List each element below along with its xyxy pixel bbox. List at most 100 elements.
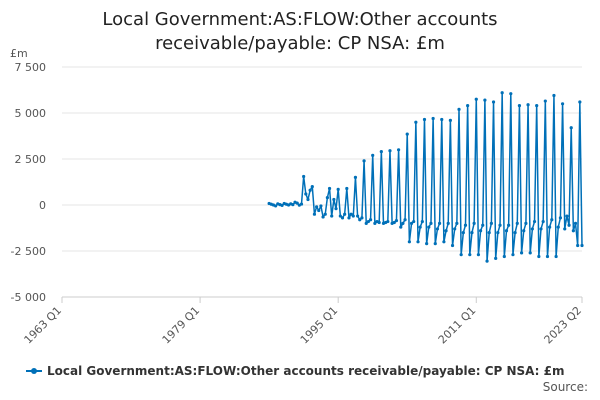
data-point[interactable] (537, 254, 541, 259)
data-point[interactable] (371, 153, 375, 157)
data-point[interactable] (500, 91, 504, 95)
data-point[interactable] (302, 174, 306, 179)
data-point[interactable] (319, 204, 323, 208)
data-point[interactable] (448, 118, 452, 122)
data-point[interactable] (304, 192, 308, 196)
data-point[interactable] (358, 218, 362, 222)
data-point[interactable] (504, 229, 509, 233)
data-point[interactable] (532, 219, 537, 224)
data-point[interactable] (334, 207, 338, 211)
data-point[interactable] (433, 242, 437, 246)
data-point[interactable] (450, 243, 455, 248)
data-point[interactable] (466, 104, 470, 108)
data-point[interactable] (468, 253, 472, 257)
data-point[interactable] (541, 219, 545, 224)
data-point[interactable] (310, 185, 314, 189)
data-point[interactable] (409, 221, 414, 225)
data-point[interactable] (308, 188, 312, 192)
data-point[interactable] (494, 256, 498, 260)
data-point[interactable] (507, 223, 511, 227)
data-point[interactable] (571, 229, 575, 233)
data-point[interactable] (280, 203, 284, 207)
data-point[interactable] (539, 227, 543, 231)
data-point[interactable] (554, 254, 558, 259)
data-point[interactable] (336, 187, 340, 191)
data-point[interactable] (543, 99, 547, 103)
data-point[interactable] (576, 243, 580, 248)
data-point[interactable] (425, 242, 429, 246)
data-point[interactable] (548, 225, 552, 229)
data-point[interactable] (496, 231, 500, 235)
data-point[interactable] (569, 126, 573, 130)
data-point[interactable] (444, 229, 448, 233)
data-point[interactable] (356, 214, 360, 218)
data-point[interactable] (481, 223, 485, 227)
data-point[interactable] (394, 219, 399, 223)
data-point[interactable] (552, 93, 556, 98)
legend[interactable]: Local Government:AS:FLOW:Other accounts … (26, 364, 565, 378)
data-point[interactable] (567, 223, 571, 227)
data-point[interactable] (427, 225, 431, 229)
data-point[interactable] (565, 214, 569, 218)
data-point[interactable] (345, 186, 349, 191)
data-point[interactable] (274, 204, 278, 208)
data-point[interactable] (442, 240, 446, 244)
data-point[interactable] (476, 253, 481, 257)
data-point[interactable] (392, 220, 396, 225)
data-point[interactable] (366, 219, 370, 224)
data-point[interactable] (407, 240, 411, 244)
data-point[interactable] (515, 221, 519, 225)
data-point[interactable] (485, 259, 489, 263)
data-point[interactable] (511, 253, 515, 257)
data-point[interactable] (578, 100, 582, 104)
data-point[interactable] (524, 221, 528, 225)
data-point[interactable] (550, 218, 554, 222)
data-point[interactable] (455, 221, 459, 225)
data-point[interactable] (321, 215, 325, 219)
data-point[interactable] (364, 221, 368, 225)
data-point[interactable] (437, 221, 442, 225)
data-point[interactable] (418, 225, 422, 229)
data-point[interactable] (459, 253, 463, 257)
data-point[interactable] (580, 243, 584, 248)
data-point[interactable] (535, 104, 539, 108)
data-point[interactable] (401, 221, 405, 225)
data-point[interactable] (489, 221, 493, 225)
data-point[interactable] (315, 205, 319, 209)
data-point[interactable] (513, 231, 517, 235)
data-point[interactable] (368, 218, 373, 222)
data-point[interactable] (461, 231, 465, 235)
data-point[interactable] (440, 117, 444, 122)
data-point[interactable] (332, 197, 336, 202)
data-point[interactable] (299, 202, 304, 206)
data-point[interactable] (457, 107, 461, 111)
data-point[interactable] (530, 227, 534, 231)
data-point[interactable] (306, 197, 310, 202)
data-point[interactable] (312, 212, 317, 216)
data-point[interactable] (360, 216, 364, 220)
data-point[interactable] (429, 221, 433, 225)
data-point[interactable] (420, 219, 424, 224)
data-point[interactable] (399, 225, 403, 229)
data-point[interactable] (431, 116, 435, 121)
data-point[interactable] (388, 149, 392, 153)
data-point[interactable] (414, 120, 418, 124)
data-point[interactable] (327, 186, 332, 191)
data-point[interactable] (519, 251, 524, 255)
data-point[interactable] (472, 221, 476, 225)
data-point[interactable] (463, 223, 468, 227)
data-point[interactable] (403, 218, 407, 222)
data-point[interactable] (478, 229, 483, 233)
data-point[interactable] (545, 254, 550, 259)
data-point[interactable] (498, 223, 502, 227)
data-point[interactable] (422, 117, 427, 122)
data-point[interactable] (526, 103, 530, 107)
data-point[interactable] (349, 212, 353, 216)
data-point[interactable] (556, 225, 560, 229)
data-point[interactable] (453, 227, 457, 231)
data-point[interactable] (412, 219, 416, 224)
data-point[interactable] (483, 98, 487, 102)
data-point[interactable] (517, 104, 522, 108)
data-point[interactable] (446, 221, 450, 225)
data-point[interactable] (435, 227, 440, 231)
